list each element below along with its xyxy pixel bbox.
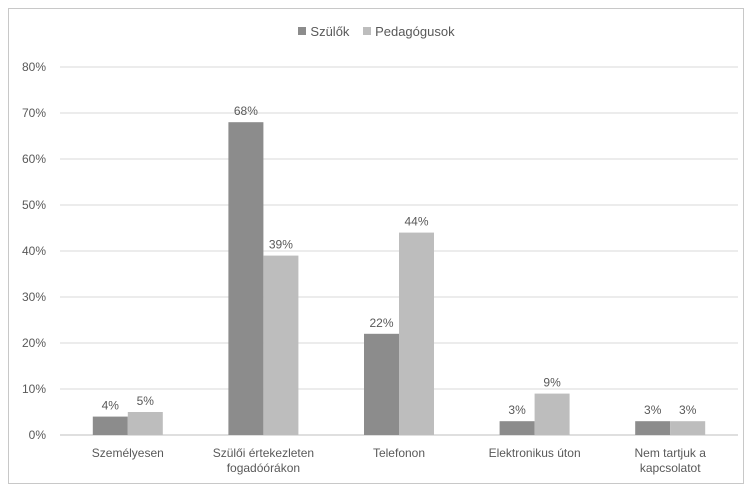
legend-swatch-szulok (298, 27, 307, 36)
data-label: 39% (269, 238, 293, 252)
legend: Szülők Pedagógusok (0, 22, 753, 39)
data-label: 68% (234, 104, 258, 118)
legend-item-szulok: Szülők (298, 23, 349, 39)
y-tick-label: 20% (22, 336, 46, 350)
x-category-label: Telefonon (373, 446, 425, 460)
x-category-label: Szülői értekezleten (213, 446, 314, 460)
x-category-label: Nem tartjuk a (635, 446, 707, 460)
bar-szulok (364, 333, 399, 435)
bar-pedagogusok (399, 232, 434, 435)
data-label: 44% (404, 215, 428, 229)
y-tick-label: 30% (22, 290, 46, 304)
bar-pedagogusok (263, 255, 299, 435)
data-label: 22% (369, 316, 393, 330)
bar-pedagogusok (534, 393, 570, 435)
data-label: 5% (137, 394, 155, 408)
x-category-label: fogadóórákon (227, 461, 300, 475)
bar-szulok (228, 122, 264, 435)
y-tick-label: 60% (22, 152, 46, 166)
x-category-label: Elektronikus úton (489, 446, 581, 460)
bar-pedagogusok (670, 421, 706, 435)
y-tick-label: 40% (22, 244, 46, 258)
legend-item-pedagogusok: Pedagógusok (363, 23, 455, 39)
y-tick-label: 50% (22, 198, 46, 212)
bar-szulok (92, 416, 128, 435)
legend-label-pedagogusok: Pedagógusok (375, 23, 455, 39)
bar-szulok (499, 421, 535, 435)
data-label: 4% (102, 399, 120, 413)
x-category-label: kapcsolatot (640, 461, 701, 475)
bar-pedagogusok (127, 412, 163, 435)
y-tick-label: 0% (29, 428, 47, 442)
y-tick-label: 10% (22, 382, 46, 396)
y-tick-label: 80% (22, 60, 46, 74)
data-label: 9% (543, 376, 561, 390)
x-category-label: Személyesen (92, 446, 164, 460)
y-tick-label: 70% (22, 106, 46, 120)
legend-label-szulok: Szülők (310, 23, 350, 39)
bar-szulok (635, 421, 671, 435)
data-label: 3% (679, 403, 697, 417)
data-label: 3% (508, 403, 526, 417)
legend-swatch-pedagogusok (363, 27, 372, 36)
data-label: 3% (644, 403, 662, 417)
